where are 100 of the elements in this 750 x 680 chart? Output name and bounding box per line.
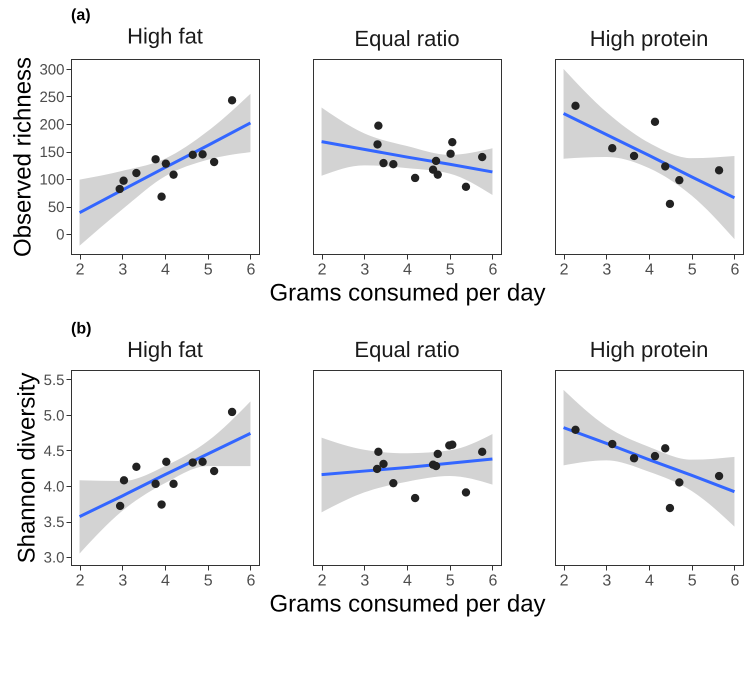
point xyxy=(666,200,674,208)
point xyxy=(151,480,160,488)
line-series xyxy=(78,432,252,518)
y-tick-label: 50 xyxy=(48,199,64,216)
point xyxy=(608,440,616,448)
x-tick-label: 5 xyxy=(688,572,697,590)
point xyxy=(119,176,128,185)
chart-title: Equal ratio xyxy=(354,26,460,51)
x-tick-label: 5 xyxy=(446,572,455,590)
x-axis-title: Grams consumed per day xyxy=(269,280,546,306)
point xyxy=(630,152,638,160)
point xyxy=(448,138,456,146)
point xyxy=(608,144,616,152)
point xyxy=(434,450,442,458)
point xyxy=(462,182,470,191)
y-axis-title: Observed richness xyxy=(9,56,36,258)
point xyxy=(379,158,388,168)
x-tick-label: 5 xyxy=(446,262,455,278)
point xyxy=(650,118,660,126)
y-tick-label: 0 xyxy=(56,226,64,244)
y-tick-label: 3.5 xyxy=(44,514,64,532)
x-tick-label: 4 xyxy=(161,262,170,278)
point xyxy=(157,500,166,509)
point xyxy=(373,140,382,149)
x-tick-label: 6 xyxy=(730,572,740,590)
point xyxy=(228,96,236,104)
point xyxy=(374,448,383,456)
x-tick-label: 2 xyxy=(318,262,327,278)
point xyxy=(661,162,670,171)
point xyxy=(666,504,674,512)
point xyxy=(432,156,440,166)
point xyxy=(372,464,382,474)
chart-title: High protein xyxy=(590,337,708,362)
point xyxy=(169,170,178,179)
y-tick-label: 300 xyxy=(39,61,64,78)
point xyxy=(169,480,178,488)
point xyxy=(116,184,124,194)
x-tick-label: 4 xyxy=(403,262,412,278)
chart-title: Equal ratio xyxy=(354,337,460,362)
point xyxy=(446,150,455,158)
x-tick-label: 2 xyxy=(76,262,85,278)
point xyxy=(571,102,580,110)
x-tick-label: 4 xyxy=(161,572,170,590)
x-tick-label: 3 xyxy=(360,262,370,278)
y-tick-label: 150 xyxy=(39,144,64,162)
point xyxy=(661,444,670,452)
point xyxy=(374,121,383,130)
point xyxy=(132,168,141,178)
y-axis-title: Shannon diversity xyxy=(14,372,41,564)
x-tick-label: 3 xyxy=(118,572,128,590)
point xyxy=(120,476,128,484)
x-tick-label: 2 xyxy=(560,262,569,278)
text: (a) xyxy=(71,6,91,24)
line-series xyxy=(78,121,252,214)
point xyxy=(462,488,470,497)
x-tick-label: 2 xyxy=(560,572,569,590)
x-tick-label: 4 xyxy=(645,262,654,278)
x-tick-label: 6 xyxy=(246,572,256,590)
point xyxy=(389,478,398,488)
y-tick-label: 250 xyxy=(39,88,64,106)
point xyxy=(714,472,724,480)
x-tick-label: 2 xyxy=(318,572,327,590)
point xyxy=(228,408,236,416)
point xyxy=(379,460,388,468)
point xyxy=(157,192,166,201)
text: (b) xyxy=(71,320,92,338)
point xyxy=(210,466,218,476)
point xyxy=(188,458,197,467)
point xyxy=(478,448,486,456)
point xyxy=(675,176,684,184)
x-axis-title: Grams consumed per day xyxy=(269,590,546,618)
x-tick-label: 3 xyxy=(118,262,128,278)
y-tick-label: 100 xyxy=(39,172,64,189)
point xyxy=(198,150,207,158)
x-tick-label: 6 xyxy=(730,262,740,278)
point xyxy=(410,174,420,182)
y-tick-label: 5.5 xyxy=(44,372,64,389)
point xyxy=(210,158,218,166)
chart-title: High protein xyxy=(590,26,708,51)
point xyxy=(162,458,170,466)
x-tick-label: 5 xyxy=(204,572,213,590)
x-tick-label: 3 xyxy=(602,262,612,278)
point xyxy=(571,426,580,434)
chart-title: High fat xyxy=(127,23,203,48)
point xyxy=(116,502,124,510)
point xyxy=(132,462,141,471)
x-tick-label: 4 xyxy=(403,572,412,590)
point xyxy=(151,155,160,164)
point xyxy=(650,452,660,460)
point xyxy=(434,170,442,179)
y-tick-label: 200 xyxy=(39,116,64,134)
x-tick-label: 2 xyxy=(76,572,85,590)
point xyxy=(198,458,207,466)
x-tick-label: 5 xyxy=(688,262,697,278)
chart-title: High fat xyxy=(127,337,203,362)
x-tick-label: 3 xyxy=(602,572,612,590)
y-tick-label: 5.0 xyxy=(44,407,64,424)
point xyxy=(162,159,170,168)
point xyxy=(675,478,684,487)
x-tick-label: 4 xyxy=(645,572,654,590)
